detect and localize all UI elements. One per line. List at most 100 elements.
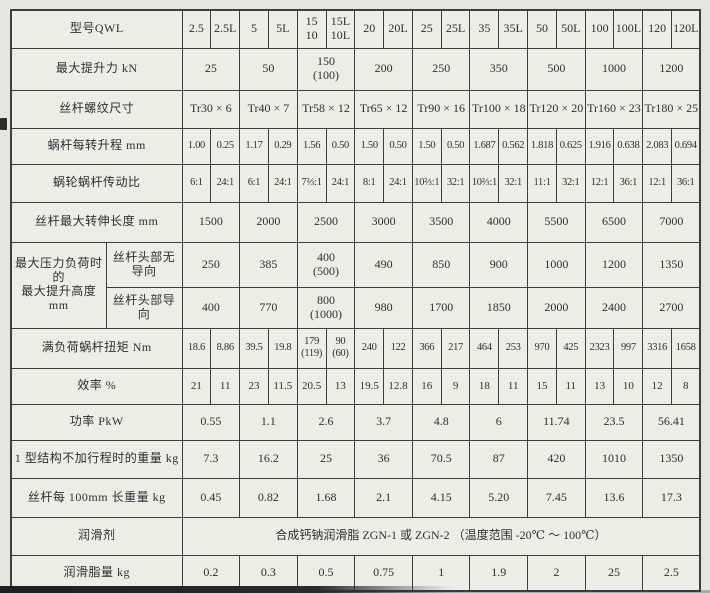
weight-type1-no-stroke-kg-value-2: 25 [296, 439, 356, 479]
max-lift-height-no-guide-value-7: 1200 [584, 241, 644, 288]
table-row-model: 型号QWL 2.5 2.5L 5 5L 15 10 15L 10L 20 20L 25 25L 35 3… [10, 9, 701, 49]
max-lift-height-guided-value-2: 800 (1000) [296, 286, 356, 329]
table-row-lift-per-worm-rev-mm: 蜗杆每转升程 mm 1.00 0.25 1.17 0.29 1.56 0.50 1.50 0.5… [10, 127, 701, 165]
worm-gear-ratio-value-10: 10⅔:1 [469, 163, 500, 203]
lift-per-worm-rev-mm-value-12: 1.818 [527, 127, 557, 165]
table-row-grease-amount-kg: 润滑脂量 kg 0.2 0.3 0.5 0.75 1 1.9 2 25 2.5 [10, 554, 701, 592]
row-label-worm-gear-ratio: 蜗轮蜗杆传动比 [10, 163, 183, 203]
full-load-worm-torque-nm-value-1: 8.86 [210, 327, 241, 369]
model-value-2: 5 [239, 9, 269, 49]
max-screw-extension-mm-value-7: 6500 [584, 201, 644, 243]
model-value-17: 120L [671, 9, 701, 49]
full-load-worm-torque-nm-value-10: 464 [469, 327, 500, 369]
weight-type1-no-stroke-kg-value-3: 36 [354, 439, 413, 479]
power-pkw-value-4: 4.8 [411, 403, 471, 441]
worm-gear-ratio-value-4: 7⅔:1 [296, 163, 327, 203]
model-value-13: 50L [555, 9, 586, 49]
screw-weight-per-100mm-kg-value-2: 1.68 [296, 477, 356, 518]
screw-thread-size-value-6: Tr120 × 20 [527, 89, 586, 129]
row-sublabel-max-lift-height-guided: 丝杆头部导向 [105, 286, 183, 329]
worm-gear-ratio-value-1: 24:1 [210, 163, 241, 203]
spec-table-body: 型号QWL 2.5 2.5L 5 5L 15 10 15L 10L 20 20L 25 25L 35 3… [10, 9, 701, 592]
max-lifting-force-kn-value-4: 250 [411, 47, 471, 91]
table-row-max-screw-extension-mm: 丝杆最大转伸长度 mm 1500 2000 2500 3000 3500 4000 5500 6… [10, 201, 701, 243]
efficiency-pct-value-4: 20.5 [296, 367, 327, 405]
screw-thread-size-value-0: Tr30 × 6 [181, 89, 241, 129]
max-lift-height-no-guide-value-5: 900 [469, 241, 529, 288]
worm-gear-ratio-value-0: 6:1 [181, 163, 212, 203]
power-pkw-value-5: 6 [469, 403, 529, 441]
efficiency-pct-value-12: 15 [527, 367, 557, 405]
full-load-worm-torque-nm-value-17: 1658 [671, 327, 701, 369]
model-value-15: 100L [613, 9, 644, 49]
worm-gear-ratio-value-15: 36:1 [613, 163, 644, 203]
screw-thread-size-value-8: Tr180 × 25 [642, 89, 701, 129]
lift-per-worm-rev-mm-value-8: 1.50 [411, 127, 442, 165]
full-load-worm-torque-nm-value-15: 997 [613, 327, 644, 369]
row-label-screw-thread-size: 丝杆螺纹尺寸 [10, 89, 183, 129]
row-sublabel-max-lift-height-no-guide: 丝杆头部无导向 [105, 241, 183, 288]
table-row-weight-type1-no-stroke-kg: 1 型结构不加行程时的重量 kg 7.3 16.2 25 36 70.5 87 420 1010… [10, 439, 701, 479]
table-row-full-load-worm-torque-nm: 满负荷蜗杆扭矩 Nm 18.6 8.86 39.5 19.8 179 (119) 90 (6… [10, 327, 701, 369]
lubricant-value-0: 合成钙钠润滑脂 ZGN-1 或 ZGN-2 （温度范围 -20℃ ～ 100℃） [181, 516, 701, 556]
screw-thread-size-value-7: Tr160 × 23 [584, 89, 644, 129]
max-screw-extension-mm-value-4: 3500 [411, 201, 471, 243]
screw-weight-per-100mm-kg-value-6: 7.45 [527, 477, 586, 518]
grease-amount-kg-value-0: 0.2 [181, 554, 241, 592]
scanned-spec-sheet: 型号QWL 2.5 2.5L 5 5L 15 10 15L 10L 20 20L 25 25L 35 3… [10, 9, 702, 592]
row-label-max-lifting-force-kn: 最大提升力 kN [10, 47, 183, 91]
table-row-worm-gear-ratio: 蜗轮蜗杆传动比 6:1 24:1 6:1 24:1 7⅔:1 24:1 8:1 24:1 10⅔:… [10, 163, 701, 203]
row-label-efficiency-pct: 效率 % [10, 367, 183, 405]
grease-amount-kg-value-8: 2.5 [642, 554, 701, 592]
model-value-1: 2.5L [210, 9, 241, 49]
model-value-6: 20 [354, 9, 385, 49]
max-lift-height-guided-value-4: 1700 [411, 286, 471, 329]
efficiency-pct-value-1: 11 [210, 367, 241, 405]
screw-thread-size-value-3: Tr65 × 12 [354, 89, 413, 129]
lift-per-worm-rev-mm-value-16: 2.083 [642, 127, 673, 165]
efficiency-pct-value-15: 10 [613, 367, 644, 405]
max-lift-height-no-guide-value-2: 400 (500) [296, 241, 356, 288]
full-load-worm-torque-nm-value-9: 217 [440, 327, 471, 369]
spec-table: 型号QWL 2.5 2.5L 5 5L 15 10 15L 10L 20 20L 25 25L 35 3… [10, 9, 702, 592]
weight-type1-no-stroke-kg-value-5: 87 [469, 439, 529, 479]
row-label-power-pkw: 功率 PkW [10, 403, 183, 441]
table-row-max-lifting-force-kn: 最大提升力 kN 25 50 150 (100) 200 250 350 500 1000 120… [10, 47, 701, 91]
worm-gear-ratio-value-7: 24:1 [383, 163, 413, 203]
scan-artifact-bottom-bar [0, 586, 452, 593]
row-label-weight-type1-no-stroke-kg: 1 型结构不加行程时的重量 kg [10, 439, 183, 479]
grease-amount-kg-value-7: 25 [584, 554, 644, 592]
weight-type1-no-stroke-kg-value-1: 16.2 [239, 439, 298, 479]
worm-gear-ratio-value-2: 6:1 [239, 163, 269, 203]
row-label-model: 型号QWL [10, 9, 183, 49]
full-load-worm-torque-nm-value-8: 366 [411, 327, 442, 369]
table-row-screw-weight-per-100mm-kg: 丝杆每 100mm 长重量 kg 0.45 0.82 1.68 2.1 4.15 5.20 7… [10, 477, 701, 518]
row-label-screw-weight-per-100mm-kg: 丝杆每 100mm 长重量 kg [10, 477, 183, 518]
model-value-3: 5L [267, 9, 298, 49]
full-load-worm-torque-nm-value-5: 90 (60) [325, 327, 356, 369]
row-label-grease-amount-kg: 润滑脂量 kg [10, 554, 183, 592]
row-group-label-max-lift-height-no-guide: 最大压力负荷时的 最大提升高度 mm [10, 241, 107, 329]
worm-gear-ratio-value-12: 11:1 [527, 163, 557, 203]
efficiency-pct-value-5: 13 [325, 367, 356, 405]
lift-per-worm-rev-mm-value-17: 0.694 [671, 127, 701, 165]
row-label-full-load-worm-torque-nm: 满负荷蜗杆扭矩 Nm [10, 327, 183, 369]
efficiency-pct-value-7: 12.8 [383, 367, 413, 405]
lift-per-worm-rev-mm-value-7: 0.50 [383, 127, 413, 165]
max-lift-height-guided-value-3: 980 [354, 286, 413, 329]
model-value-0: 2.5 [181, 9, 212, 49]
max-screw-extension-mm-value-5: 4000 [469, 201, 529, 243]
max-lifting-force-kn-value-3: 200 [354, 47, 413, 91]
model-value-14: 100 [584, 9, 615, 49]
grease-amount-kg-value-1: 0.3 [239, 554, 298, 592]
max-screw-extension-mm-value-3: 3000 [354, 201, 413, 243]
efficiency-pct-value-2: 23 [239, 367, 269, 405]
max-screw-extension-mm-value-6: 5500 [527, 201, 586, 243]
worm-gear-ratio-value-5: 24:1 [325, 163, 356, 203]
worm-gear-ratio-value-8: 10⅔:1 [411, 163, 442, 203]
lift-per-worm-rev-mm-value-6: 1.50 [354, 127, 385, 165]
full-load-worm-torque-nm-value-2: 39.5 [239, 327, 269, 369]
model-value-7: 20L [383, 9, 413, 49]
lift-per-worm-rev-mm-value-11: 0.562 [498, 127, 529, 165]
model-value-10: 35 [469, 9, 500, 49]
